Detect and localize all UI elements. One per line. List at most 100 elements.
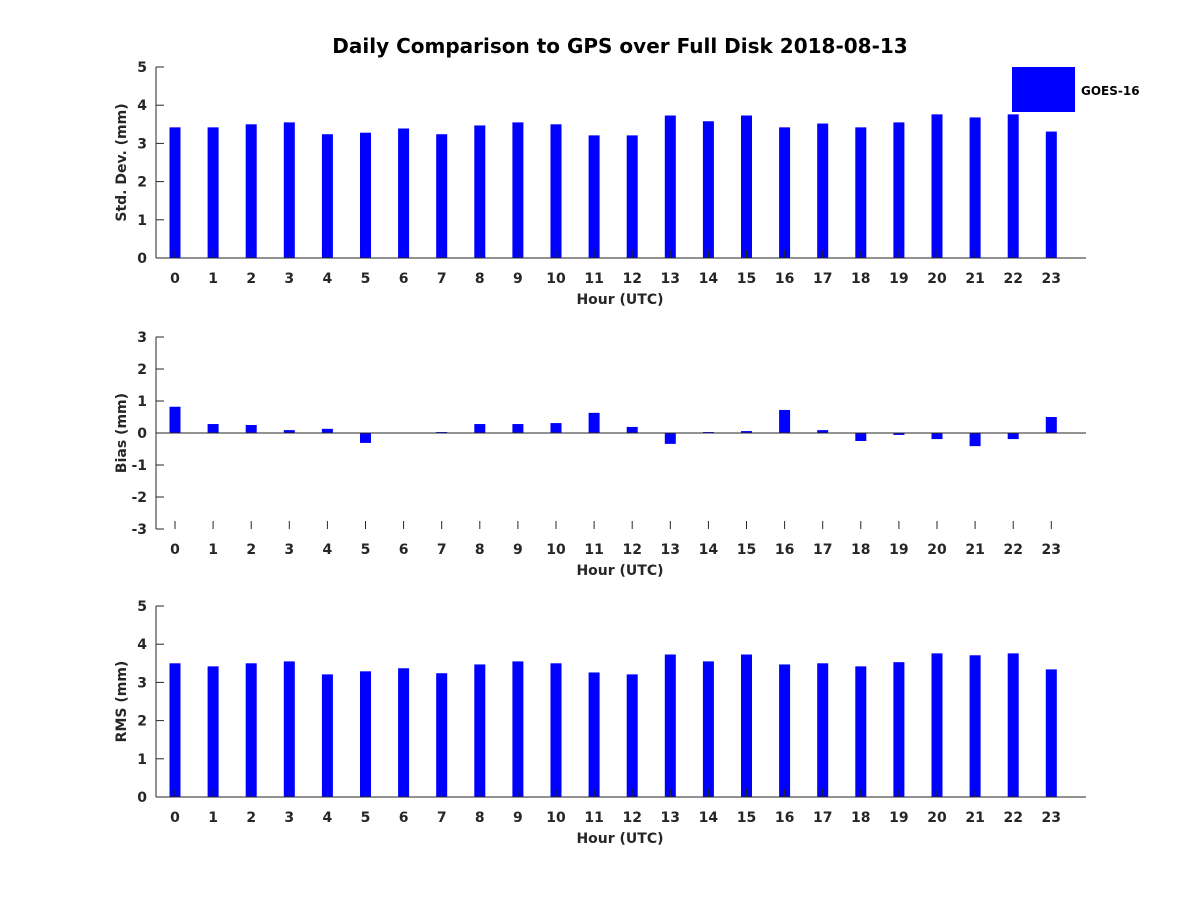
rms-xtick-label: 0 [170, 810, 180, 826]
rms-bar-17 [817, 663, 829, 797]
rms-xtick-label: 22 [1003, 810, 1022, 826]
stddev-ytick-label: 1 [137, 213, 147, 229]
bias-bar-0 [169, 406, 181, 433]
rms-xtick-label: 23 [1042, 810, 1061, 826]
stddev-bar-15 [741, 115, 752, 258]
stddev-bar-4 [321, 134, 333, 258]
rms-xtick-label: 7 [437, 810, 447, 826]
rms-xtick-label: 18 [851, 810, 870, 826]
rms-bar-9 [512, 661, 524, 797]
chart-title: Daily Comparison to GPS over Full Disk 2… [332, 34, 907, 58]
stddev-bar-0 [169, 127, 181, 258]
bias-xtick-label: 23 [1042, 542, 1061, 558]
bias-bar-16 [779, 409, 791, 433]
rms-bar-7 [436, 673, 448, 797]
stddev-bar-8 [474, 125, 486, 258]
rms-xtick-label: 14 [699, 810, 719, 826]
bias-ytick-label: -3 [131, 522, 147, 538]
bias-bar-18 [855, 433, 867, 441]
rms-xtick-label: 20 [927, 810, 947, 826]
rms-xtick-label: 8 [475, 810, 485, 826]
bias-xtick-label: 22 [1003, 542, 1022, 558]
bias-bar-1 [207, 424, 219, 433]
stddev-xtick-label: 7 [437, 271, 447, 287]
stddev-xtick-label: 3 [284, 271, 294, 287]
bias-xtick-label: 21 [965, 542, 984, 558]
stddev-xtick-label: 10 [546, 271, 566, 287]
stddev-bar-18 [855, 127, 867, 258]
bias-xtick-label: 18 [851, 542, 870, 558]
legend: GOES-16 [1012, 67, 1140, 112]
bias-xtick-label: 2 [246, 542, 256, 558]
bias-bar-10 [550, 423, 562, 433]
stddev-xtick-label: 8 [475, 271, 485, 287]
stddev-bar-11 [588, 135, 600, 258]
stddev-xtick-label: 2 [246, 271, 256, 287]
rms-ytick-label: 5 [137, 599, 147, 615]
bias-ytick-label: 3 [137, 330, 147, 346]
bias-xtick-label: 16 [775, 542, 794, 558]
stddev-bar-3 [283, 122, 295, 258]
rms-xtick-label: 2 [246, 810, 256, 826]
stddev-ylabel: Std. Dev. (mm) [114, 103, 130, 221]
stddev-bar-20 [931, 114, 943, 258]
stddev-xtick-label: 1 [208, 271, 218, 287]
stddev-ytick-label: 2 [137, 175, 147, 191]
rms-xtick-label: 10 [546, 810, 566, 826]
rms-xtick-label: 13 [661, 810, 680, 826]
bias-xtick-label: 4 [323, 542, 333, 558]
rms-bar-1 [207, 666, 219, 797]
rms-xtick-label: 5 [361, 810, 371, 826]
rms-bar-15 [741, 654, 752, 797]
stddev-bar-12 [626, 135, 638, 258]
rms-bar-0 [169, 663, 181, 797]
bias-xtick-label: 8 [475, 542, 485, 558]
bias-bar-13 [664, 433, 676, 444]
stddev-xtick-label: 5 [361, 271, 371, 287]
stddev-bar-13 [664, 115, 676, 258]
stddev-bar-19 [893, 122, 905, 258]
bias-xtick-label: 11 [584, 542, 603, 558]
rms-bar-6 [398, 668, 410, 797]
bias-bar-9 [512, 424, 524, 433]
stddev-bar-1 [207, 127, 219, 258]
stddev-ytick-label: 4 [137, 98, 147, 114]
rms-bar-16 [779, 664, 791, 797]
rms-bar-19 [893, 662, 905, 797]
bias-xtick-label: 1 [208, 542, 218, 558]
stddev-xtick-label: 13 [661, 271, 680, 287]
rms-ytick-label: 1 [137, 752, 147, 768]
stddev-xtick-label: 22 [1003, 271, 1022, 287]
bias-xtick-label: 6 [399, 542, 409, 558]
bias-bar-4 [321, 428, 333, 433]
bias-ytick-label: 0 [137, 426, 147, 442]
rms-ytick-label: 4 [137, 637, 147, 653]
bias-bar-11 [588, 412, 600, 433]
bias-bar-5 [360, 433, 371, 443]
stddev-xtick-label: 15 [737, 271, 756, 287]
stddev-ytick-label: 5 [137, 60, 147, 76]
stddev-bar-9 [512, 122, 524, 258]
stddev-bar-10 [550, 124, 562, 258]
stddev-xtick-label: 4 [323, 271, 333, 287]
bias-xtick-label: 3 [284, 542, 294, 558]
legend-box [1012, 67, 1075, 112]
bias-xtick-label: 20 [927, 542, 947, 558]
bias-bar-19 [893, 433, 905, 435]
stddev-bar-22 [1007, 114, 1019, 258]
bias-xtick-label: 9 [513, 542, 523, 558]
rms-bar-10 [550, 663, 562, 797]
rms-xtick-label: 17 [813, 810, 832, 826]
rms-bar-2 [245, 663, 257, 797]
stddev-xtick-label: 0 [170, 271, 180, 287]
stddev-bar-2 [245, 124, 257, 258]
bias-bar-21 [969, 433, 981, 447]
bias-xtick-label: 13 [661, 542, 680, 558]
rms-xtick-label: 9 [513, 810, 523, 826]
rms-xtick-label: 1 [208, 810, 218, 826]
rms-xtick-label: 12 [622, 810, 641, 826]
stddev-xtick-label: 18 [851, 271, 870, 287]
stddev-ytick-label: 3 [137, 136, 147, 152]
